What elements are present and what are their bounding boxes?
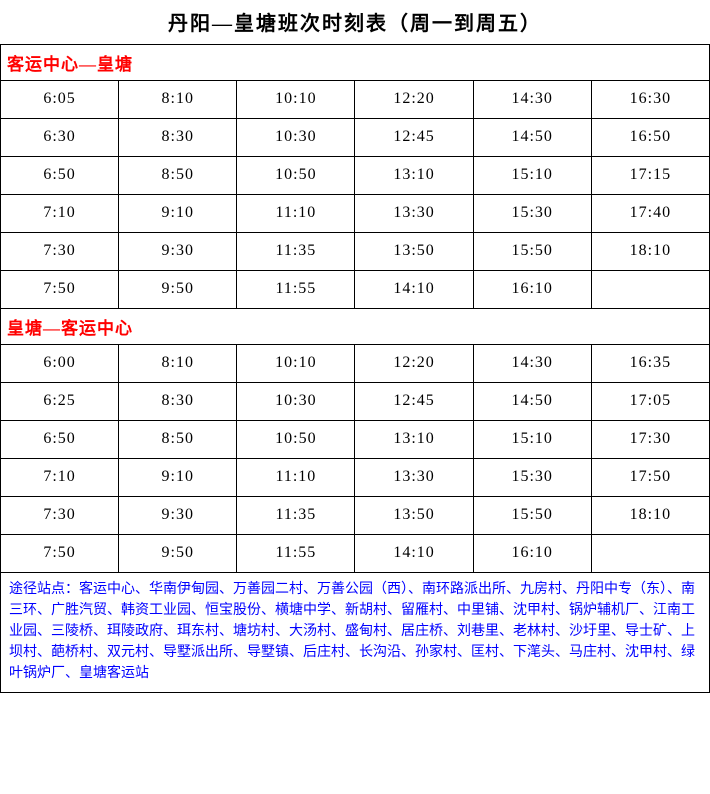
table-row: 7:30 9:30 11:35 13:50 15:50 18:10 [1,232,710,270]
table-row: 6:50 8:50 10:50 13:10 15:10 17:30 [1,420,710,458]
time-cell: 6:05 [1,80,119,118]
time-cell: 7:50 [1,534,119,572]
time-cell: 13:30 [355,194,473,232]
time-cell: 9:30 [119,496,237,534]
time-cell: 13:10 [355,420,473,458]
time-cell: 17:40 [591,194,709,232]
time-cell: 8:10 [119,80,237,118]
time-cell: 17:15 [591,156,709,194]
time-cell: 9:50 [119,534,237,572]
table-row: 6:05 8:10 10:10 12:20 14:30 16:30 [1,80,710,118]
time-cell: 15:30 [473,194,591,232]
time-cell: 9:50 [119,270,237,308]
time-cell: 7:10 [1,458,119,496]
table-row: 6:30 8:30 10:30 12:45 14:50 16:50 [1,118,710,156]
time-cell: 10:30 [237,118,355,156]
time-cell: 12:45 [355,382,473,420]
time-cell: 11:55 [237,534,355,572]
time-cell: 6:50 [1,420,119,458]
time-cell: 6:50 [1,156,119,194]
time-cell: 16:35 [591,344,709,382]
time-cell: 14:10 [355,534,473,572]
time-cell: 14:50 [473,382,591,420]
time-cell: 15:50 [473,496,591,534]
time-cell: 9:30 [119,232,237,270]
route-stations: 途径站点：客运中心、华南伊甸园、万善园二村、万善公园（西）、南环路派出所、九房村… [1,572,710,692]
time-cell: 13:10 [355,156,473,194]
time-cell: 14:10 [355,270,473,308]
time-cell: 16:50 [591,118,709,156]
time-cell: 13:50 [355,496,473,534]
table-row: 6:25 8:30 10:30 12:45 14:50 17:05 [1,382,710,420]
table-row: 6:00 8:10 10:10 12:20 14:30 16:35 [1,344,710,382]
time-cell [591,270,709,308]
time-cell: 15:30 [473,458,591,496]
time-cell: 12:20 [355,80,473,118]
time-cell: 10:50 [237,420,355,458]
time-cell: 17:05 [591,382,709,420]
time-cell: 12:20 [355,344,473,382]
table-row: 7:50 9:50 11:55 14:10 16:10 [1,270,710,308]
time-cell: 8:10 [119,344,237,382]
section2-header: 皇塘—客运中心 [1,308,710,344]
time-cell: 14:30 [473,80,591,118]
time-cell: 16:10 [473,534,591,572]
time-cell: 7:30 [1,496,119,534]
time-cell: 7:50 [1,270,119,308]
time-cell: 14:30 [473,344,591,382]
time-cell: 13:30 [355,458,473,496]
time-cell: 8:30 [119,382,237,420]
time-cell: 6:30 [1,118,119,156]
time-cell: 7:10 [1,194,119,232]
time-cell: 6:00 [1,344,119,382]
time-cell: 15:50 [473,232,591,270]
time-cell: 6:25 [1,382,119,420]
time-cell: 18:10 [591,496,709,534]
time-cell: 10:30 [237,382,355,420]
time-cell: 7:30 [1,232,119,270]
table-row: 7:10 9:10 11:10 13:30 15:30 17:50 [1,458,710,496]
time-cell: 11:55 [237,270,355,308]
time-cell: 11:10 [237,458,355,496]
time-cell: 9:10 [119,458,237,496]
timetable-container: 丹阳—皇塘班次时刻表（周一到周五） 客运中心—皇塘 6:05 8:10 10:1… [0,0,710,693]
time-cell: 15:10 [473,420,591,458]
footer-row: 途径站点：客运中心、华南伊甸园、万善园二村、万善公园（西）、南环路派出所、九房村… [1,572,710,692]
table-row: 7:10 9:10 11:10 13:30 15:30 17:40 [1,194,710,232]
time-cell: 17:50 [591,458,709,496]
time-cell: 8:30 [119,118,237,156]
table-row: 6:50 8:50 10:50 13:10 15:10 17:15 [1,156,710,194]
time-cell: 17:30 [591,420,709,458]
time-cell: 14:50 [473,118,591,156]
table-row: 7:30 9:30 11:35 13:50 15:50 18:10 [1,496,710,534]
time-cell: 11:35 [237,496,355,534]
time-cell: 12:45 [355,118,473,156]
time-cell: 10:10 [237,344,355,382]
time-cell: 8:50 [119,156,237,194]
time-cell: 16:30 [591,80,709,118]
section1-header: 客运中心—皇塘 [1,44,710,80]
time-cell [591,534,709,572]
time-cell: 10:10 [237,80,355,118]
time-cell: 10:50 [237,156,355,194]
time-cell: 15:10 [473,156,591,194]
page-title: 丹阳—皇塘班次时刻表（周一到周五） [1,0,710,44]
time-cell: 11:10 [237,194,355,232]
section2-header-row: 皇塘—客运中心 [1,308,710,344]
section1-header-row: 客运中心—皇塘 [1,44,710,80]
time-cell: 13:50 [355,232,473,270]
timetable: 丹阳—皇塘班次时刻表（周一到周五） 客运中心—皇塘 6:05 8:10 10:1… [0,0,710,693]
time-cell: 8:50 [119,420,237,458]
time-cell: 16:10 [473,270,591,308]
table-row: 7:50 9:50 11:55 14:10 16:10 [1,534,710,572]
time-cell: 11:35 [237,232,355,270]
time-cell: 18:10 [591,232,709,270]
title-row: 丹阳—皇塘班次时刻表（周一到周五） [1,0,710,44]
time-cell: 9:10 [119,194,237,232]
